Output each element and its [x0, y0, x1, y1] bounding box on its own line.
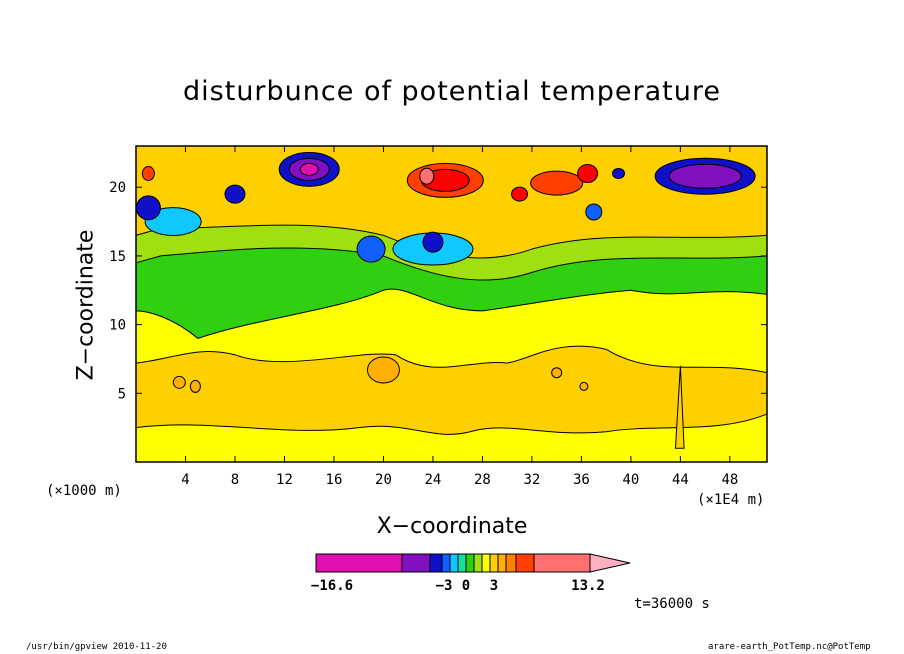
x-tick-label: 44 [672, 472, 689, 488]
contour-region [141, 165, 155, 181]
y-tick-label: 15 [109, 249, 126, 265]
x-tick-label: 8 [231, 472, 239, 488]
contour-region [422, 231, 444, 253]
colorbar-segment [497, 553, 507, 573]
colorbar-segment [473, 553, 483, 573]
colorbar-segment [441, 553, 451, 573]
contour-region [674, 365, 685, 449]
x-axis-label: X−coordinate [376, 514, 528, 539]
plot-frame [135, 145, 768, 463]
colorbar-segment [481, 553, 491, 573]
colorbar-segment [489, 553, 499, 573]
colorbar-segment [515, 553, 535, 573]
y-tick-label: 20 [109, 180, 126, 196]
colorbar-label: −3 [436, 578, 453, 594]
contour-region [136, 195, 161, 221]
x-tick-label: 48 [721, 472, 738, 488]
contour-region [419, 167, 435, 185]
y-tick-label: 5 [118, 386, 126, 402]
x-tick-label: 28 [474, 472, 491, 488]
footer-left: /usr/bin/gpview 2010-11-20 [26, 642, 167, 652]
contour-region [585, 203, 603, 221]
x-unit-right: (×1E4 m) [697, 492, 765, 508]
contour-region [299, 162, 319, 176]
x-tick-label: 24 [425, 472, 442, 488]
colorbar-segment [457, 553, 467, 573]
contour-region [530, 170, 584, 196]
colorbar-segment [505, 553, 517, 573]
colorbar-label: 0 [462, 578, 470, 594]
x-tick-label: 32 [523, 472, 540, 488]
x-tick-label: 36 [573, 472, 590, 488]
x-tick-label: 40 [622, 472, 639, 488]
time-label: t=36000 s [634, 596, 710, 612]
heatmap-field [136, 146, 767, 462]
colorbar-label: 13.2 [571, 578, 605, 594]
colorbar-segment [449, 553, 459, 573]
x-unit-left: (×1000 m) [46, 483, 122, 499]
contour-region [366, 356, 400, 384]
contour-region [612, 167, 626, 179]
colorbar-segment [429, 553, 443, 573]
colorbar-segment [401, 553, 431, 573]
colorbar-segment [533, 553, 591, 573]
contour-region [144, 207, 202, 237]
x-tick-label: 12 [276, 472, 293, 488]
colorbar-segment [465, 553, 475, 573]
contour-region [189, 379, 201, 393]
chart-title: disturbunce of potential temperature [183, 76, 721, 107]
colorbar-label: 3 [490, 578, 498, 594]
colorbar-label: −16.6 [311, 578, 353, 594]
colorbar-arrow [589, 553, 631, 573]
contour-region [579, 381, 589, 391]
contour-region [551, 367, 563, 379]
contour-region [668, 163, 742, 189]
contour-region [172, 375, 186, 389]
x-tick-label: 4 [181, 472, 189, 488]
y-axis-label: Z−coordinate [73, 229, 99, 381]
colorbar-segment [315, 553, 403, 573]
contour-region [224, 184, 246, 204]
y-tick-label: 10 [109, 318, 126, 334]
footer-right: arare-earth_PotTemp.nc@PotTemp [708, 642, 871, 652]
contour-region [577, 163, 599, 183]
x-tick-label: 20 [375, 472, 392, 488]
contour-region [511, 186, 529, 202]
x-tick-label: 16 [326, 472, 343, 488]
contour-region [356, 235, 386, 263]
contour-region [136, 345, 767, 435]
